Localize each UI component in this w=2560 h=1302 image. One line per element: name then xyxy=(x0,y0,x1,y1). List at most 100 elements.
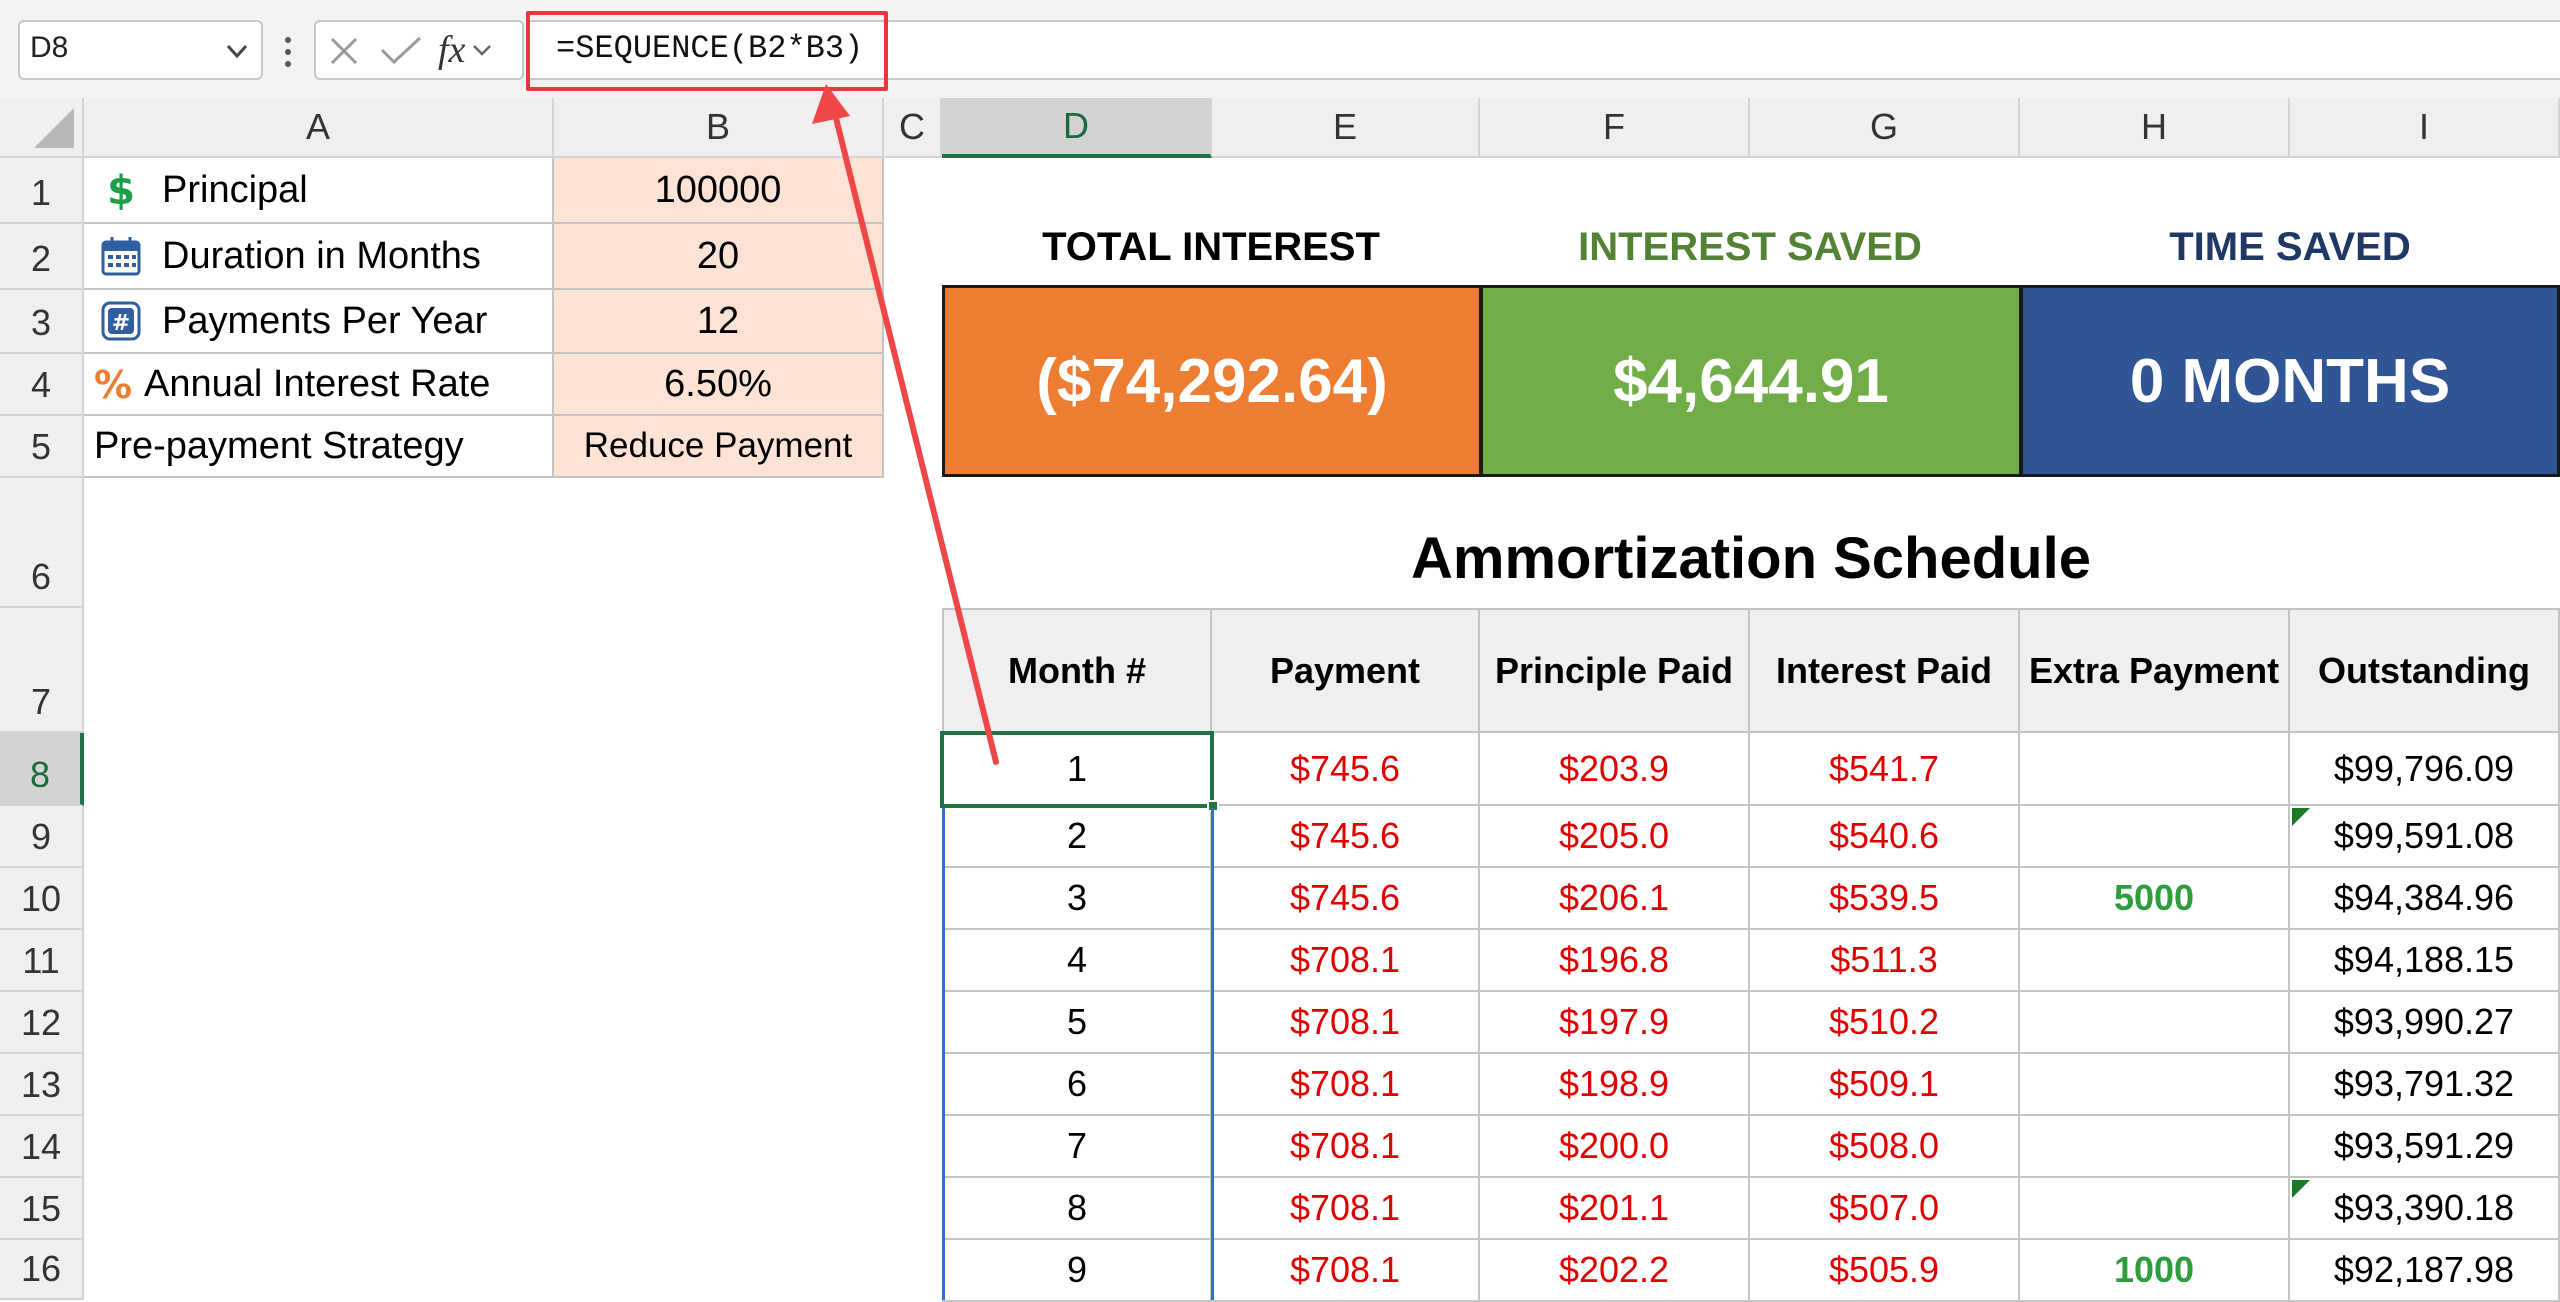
row-header-8[interactable]: 8 xyxy=(0,733,84,806)
schedule-cell-extra[interactable] xyxy=(2020,806,2290,868)
header-outstanding[interactable]: Outstanding xyxy=(2290,608,2560,733)
row-header-11[interactable]: 11 xyxy=(0,930,84,992)
schedule-cell-payment[interactable]: $745.6 xyxy=(1212,806,1480,868)
cell-a5[interactable]: Pre-payment Strategy xyxy=(84,416,554,478)
schedule-cell-extra[interactable] xyxy=(2020,930,2290,992)
schedule-cell-interest[interactable]: $511.3 xyxy=(1750,930,2020,992)
schedule-cell-payment[interactable]: $745.6 xyxy=(1212,733,1480,806)
row-header-12[interactable]: 12 xyxy=(0,992,84,1054)
cell-b4[interactable]: 6.50% xyxy=(554,354,884,416)
schedule-cell-principle[interactable]: $196.8 xyxy=(1480,930,1750,992)
schedule-cell-outstanding[interactable]: $93,791.32 xyxy=(2290,1054,2560,1116)
header-month[interactable]: Month # xyxy=(942,608,1212,733)
cell-a2[interactable]: Duration in Months xyxy=(84,224,554,290)
schedule-cell-outstanding[interactable]: $93,591.29 xyxy=(2290,1116,2560,1178)
name-box-value: D8 xyxy=(30,31,69,64)
kpi-total-interest[interactable]: ($74,292.64) xyxy=(942,285,1482,477)
schedule-cell-extra[interactable] xyxy=(2020,1178,2290,1240)
row-header-13[interactable]: 13 xyxy=(0,1054,84,1116)
schedule-cell-principle[interactable]: $197.9 xyxy=(1480,992,1750,1054)
cell-b1[interactable]: 100000 xyxy=(554,158,884,224)
header-payment[interactable]: Payment xyxy=(1212,608,1480,733)
column-header-f[interactable]: F xyxy=(1480,98,1750,158)
schedule-cell-payment[interactable]: $745.6 xyxy=(1212,868,1480,930)
schedule-cell-outstanding[interactable]: $94,188.15 xyxy=(2290,930,2560,992)
schedule-cell-principle[interactable]: $205.0 xyxy=(1480,806,1750,868)
schedule-cell-principle[interactable]: $201.1 xyxy=(1480,1178,1750,1240)
schedule-cell-principle[interactable]: $198.9 xyxy=(1480,1054,1750,1116)
column-header-i[interactable]: I xyxy=(2290,98,2560,158)
column-header-b[interactable]: B xyxy=(554,98,884,158)
column-header-e[interactable]: E xyxy=(1212,98,1480,158)
schedule-cell-principle[interactable]: $200.0 xyxy=(1480,1116,1750,1178)
schedule-cell-outstanding[interactable]: $99,591.08 xyxy=(2290,806,2560,868)
error-indicator-icon[interactable] xyxy=(2292,808,2310,826)
schedule-cell-interest[interactable]: $510.2 xyxy=(1750,992,2020,1054)
row-header-2[interactable]: 2 xyxy=(0,224,84,290)
column-header-h[interactable]: H xyxy=(2020,98,2290,158)
row-header-10[interactable]: 10 xyxy=(0,868,84,930)
schedule-cell-principle[interactable]: $206.1 xyxy=(1480,868,1750,930)
name-box[interactable] xyxy=(18,20,263,80)
schedule-cell-extra[interactable]: 1000 xyxy=(2020,1240,2290,1302)
more-options-icon[interactable] xyxy=(280,34,296,70)
header-principle-paid[interactable]: Principle Paid xyxy=(1480,608,1750,733)
schedule-cell-payment[interactable]: $708.1 xyxy=(1212,992,1480,1054)
cell-a4[interactable]: % Annual Interest Rate xyxy=(84,354,554,416)
chevron-down-icon[interactable] xyxy=(222,36,252,66)
schedule-cell-interest[interactable]: $508.0 xyxy=(1750,1116,2020,1178)
schedule-cell-principle[interactable]: $202.2 xyxy=(1480,1240,1750,1302)
column-header-g[interactable]: G xyxy=(1750,98,2020,158)
row-header-4[interactable]: 4 xyxy=(0,354,84,416)
cell-a1[interactable]: $ Principal xyxy=(84,158,554,224)
schedule-cell-outstanding[interactable]: $92,187.98 xyxy=(2290,1240,2560,1302)
schedule-cell-outstanding[interactable]: $99,796.09 xyxy=(2290,733,2560,806)
schedule-cell-payment[interactable]: $708.1 xyxy=(1212,1178,1480,1240)
schedule-cell-payment[interactable]: $708.1 xyxy=(1212,1240,1480,1302)
cell-b2[interactable]: 20 xyxy=(554,224,884,290)
row-header-3[interactable]: 3 xyxy=(0,290,84,354)
schedule-cell-outstanding[interactable]: $93,390.18 xyxy=(2290,1178,2560,1240)
schedule-cell-interest[interactable]: $540.6 xyxy=(1750,806,2020,868)
row-header-6[interactable]: 6 xyxy=(0,478,84,608)
row-header-5[interactable]: 5 xyxy=(0,416,84,478)
schedule-cell-extra[interactable]: 5000 xyxy=(2020,868,2290,930)
row-header-1[interactable]: 1 xyxy=(0,158,84,224)
schedule-cell-payment[interactable]: $708.1 xyxy=(1212,1116,1480,1178)
cancel-icon[interactable] xyxy=(326,36,362,66)
cell-b3[interactable]: 12 xyxy=(554,290,884,354)
row-header-14[interactable]: 14 xyxy=(0,1116,84,1178)
schedule-cell-interest[interactable]: $539.5 xyxy=(1750,868,2020,930)
schedule-cell-interest[interactable]: $509.1 xyxy=(1750,1054,2020,1116)
schedule-cell-extra[interactable] xyxy=(2020,733,2290,806)
schedule-cell-interest[interactable]: $541.7 xyxy=(1750,733,2020,806)
cell-a3[interactable]: # Payments Per Year xyxy=(84,290,554,354)
schedule-cell-principle[interactable]: $203.9 xyxy=(1480,733,1750,806)
error-indicator-icon[interactable] xyxy=(2292,1180,2310,1198)
schedule-cell-payment[interactable]: $708.1 xyxy=(1212,1054,1480,1116)
row-header-16[interactable]: 16 xyxy=(0,1240,84,1300)
kpi-interest-saved[interactable]: $4,644.91 xyxy=(1480,285,2022,477)
header-extra-payment[interactable]: Extra Payment xyxy=(2020,608,2290,733)
cell-b5[interactable]: Reduce Payment xyxy=(554,416,884,478)
column-header-d[interactable]: D xyxy=(942,98,1212,158)
schedule-cell-extra[interactable] xyxy=(2020,1054,2290,1116)
checkmark-icon[interactable] xyxy=(378,34,424,66)
schedule-cell-outstanding[interactable]: $94,384.96 xyxy=(2290,868,2560,930)
schedule-cell-interest[interactable]: $505.9 xyxy=(1750,1240,2020,1302)
select-all-corner[interactable] xyxy=(0,98,84,158)
kpi-time-saved[interactable]: 0 MONTHS xyxy=(2020,285,2560,477)
formula-input[interactable] xyxy=(528,20,2560,80)
insert-function-icon[interactable]: fx xyxy=(438,26,518,74)
row-header-7[interactable]: 7 xyxy=(0,608,84,733)
column-header-c[interactable]: C xyxy=(884,98,942,158)
schedule-cell-interest[interactable]: $507.0 xyxy=(1750,1178,2020,1240)
schedule-cell-payment[interactable]: $708.1 xyxy=(1212,930,1480,992)
row-header-9[interactable]: 9 xyxy=(0,806,84,868)
header-interest-paid[interactable]: Interest Paid xyxy=(1750,608,2020,733)
schedule-cell-outstanding[interactable]: $93,990.27 xyxy=(2290,992,2560,1054)
column-header-a[interactable]: A xyxy=(84,98,554,158)
row-header-15[interactable]: 15 xyxy=(0,1178,84,1240)
schedule-cell-extra[interactable] xyxy=(2020,1116,2290,1178)
schedule-cell-extra[interactable] xyxy=(2020,992,2290,1054)
